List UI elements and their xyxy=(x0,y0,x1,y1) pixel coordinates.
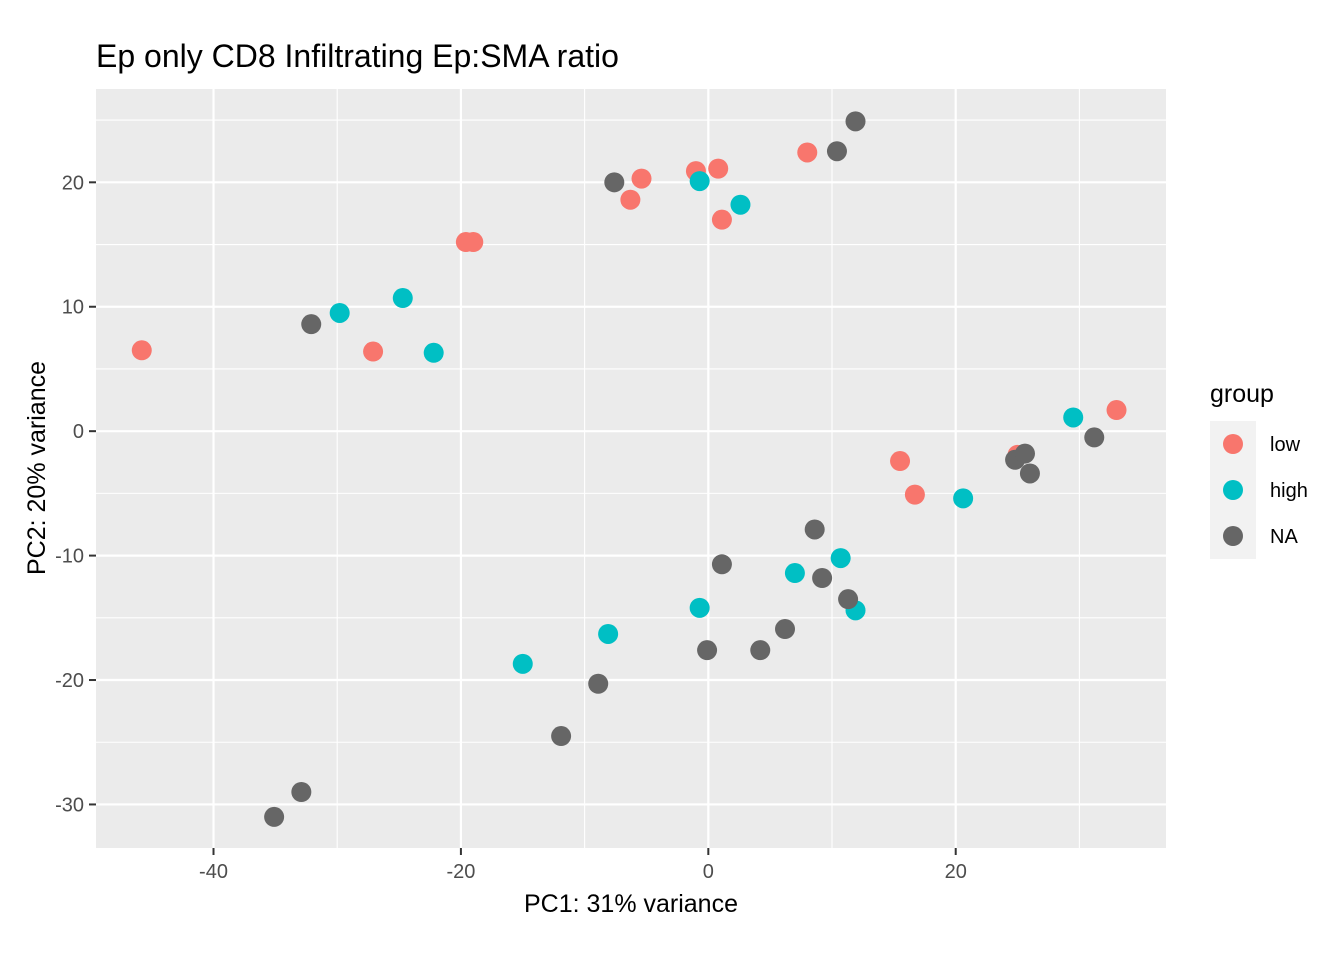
legend-title: group xyxy=(1210,380,1274,408)
data-point-na xyxy=(1084,427,1105,448)
data-point-na xyxy=(291,782,312,803)
data-point-low xyxy=(797,142,818,163)
data-point-na xyxy=(264,806,285,827)
x-axis: -40 -20 0 20 xyxy=(199,848,967,883)
y-tick-label: 20 xyxy=(62,172,84,194)
data-point-low xyxy=(708,158,729,179)
data-point-high xyxy=(329,302,350,323)
x-tick-label: 20 xyxy=(945,861,967,883)
data-point-high xyxy=(689,597,710,618)
x-axis-title: PC1: 31% variance xyxy=(524,890,738,918)
y-tick-label: -10 xyxy=(55,546,84,568)
data-point-na xyxy=(711,554,732,575)
data-point-na xyxy=(838,589,859,610)
data-point-na xyxy=(301,314,322,335)
data-point-na xyxy=(812,567,833,588)
data-point-low xyxy=(890,451,911,472)
data-point-high xyxy=(830,548,851,569)
data-point-high xyxy=(784,563,805,584)
data-point-high xyxy=(392,288,413,309)
x-tick-label: -40 xyxy=(199,861,228,883)
data-point-na xyxy=(551,726,572,747)
data-point-low xyxy=(711,209,732,230)
legend-label-low: low xyxy=(1270,434,1301,456)
chart-title: Ep only CD8 Infiltrating Ep:SMA ratio xyxy=(96,38,619,74)
data-point-high xyxy=(689,171,710,192)
legend-key-na xyxy=(1223,526,1243,546)
data-point-na xyxy=(1014,443,1035,464)
legend-key-low xyxy=(1223,434,1243,454)
y-axis-title: PC2: 20% variance xyxy=(23,361,51,575)
data-point-low xyxy=(904,484,925,505)
data-point-na xyxy=(697,640,718,661)
data-point-low xyxy=(631,168,652,189)
data-point-low xyxy=(463,232,484,253)
data-point-high xyxy=(730,194,751,215)
data-points xyxy=(131,111,1127,827)
minor-gridlines xyxy=(96,89,1166,848)
data-point-high xyxy=(1063,407,1084,428)
data-point-low xyxy=(131,340,152,361)
data-point-na xyxy=(804,519,825,540)
y-tick-label: 0 xyxy=(73,421,84,443)
legend-label-na: NA xyxy=(1270,526,1298,548)
data-point-na xyxy=(750,640,771,661)
legend: group low high NA xyxy=(1210,380,1308,559)
data-point-low xyxy=(1106,400,1127,421)
data-point-na xyxy=(1019,463,1040,484)
data-point-high xyxy=(423,342,444,363)
data-point-high xyxy=(953,488,974,509)
data-point-na xyxy=(845,111,866,132)
data-point-low xyxy=(363,341,384,362)
y-tick-label: -30 xyxy=(55,794,84,816)
data-point-na xyxy=(604,172,625,193)
data-point-high xyxy=(512,653,533,674)
legend-key-high xyxy=(1223,480,1243,500)
plot-panel xyxy=(96,89,1166,848)
y-axis: -30 -20 -10 0 10 20 xyxy=(55,172,96,816)
major-gridlines xyxy=(96,89,1166,848)
y-tick-label: -20 xyxy=(55,670,84,692)
data-point-high xyxy=(598,623,619,644)
x-tick-label: -20 xyxy=(446,861,475,883)
x-tick-label: 0 xyxy=(703,861,714,883)
legend-label-high: high xyxy=(1270,480,1308,502)
data-point-na xyxy=(775,619,796,640)
data-point-na xyxy=(826,141,847,162)
data-point-low xyxy=(620,189,641,210)
data-point-na xyxy=(588,673,609,694)
y-tick-label: 10 xyxy=(62,297,84,319)
